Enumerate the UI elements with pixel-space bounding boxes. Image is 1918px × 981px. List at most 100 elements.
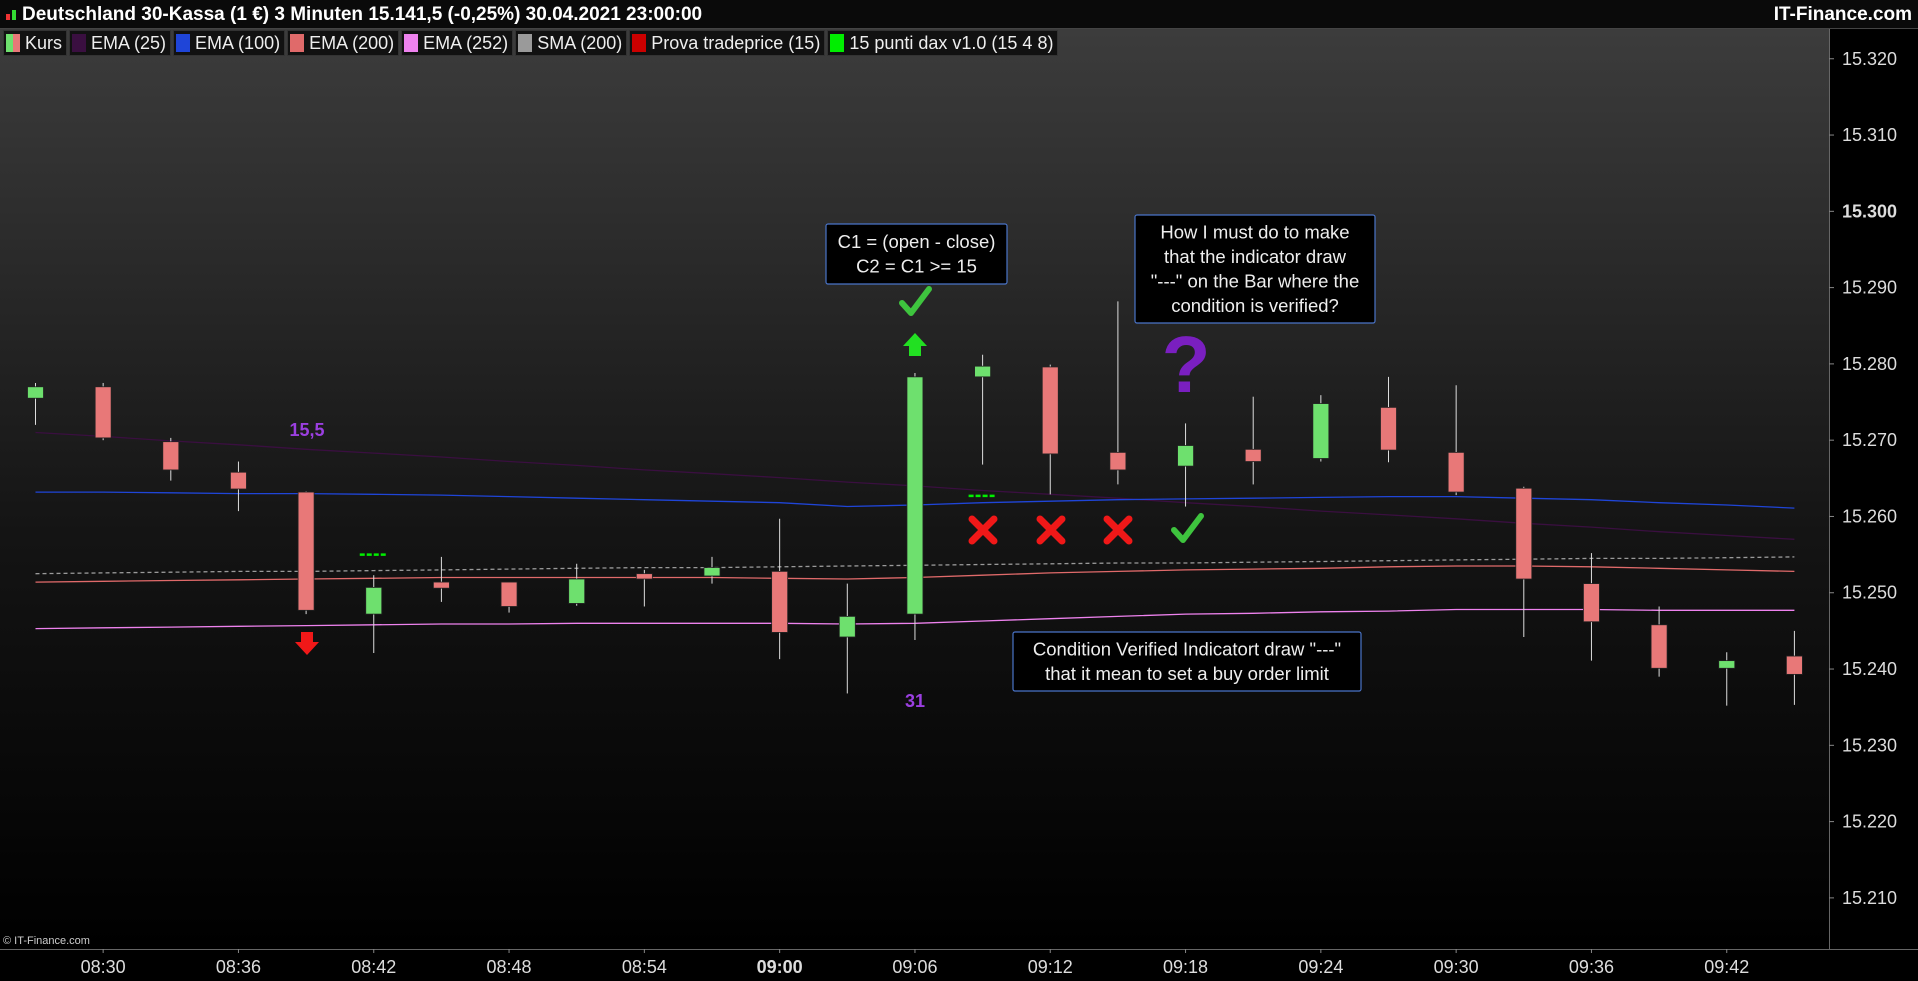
cross-icon [1103, 515, 1133, 545]
candle-body [1380, 406, 1397, 451]
candle-body [1583, 583, 1600, 623]
candle-body [838, 615, 856, 638]
header: Deutschland 30-Kassa (1 €) 3 Minuten 15.… [0, 0, 1918, 29]
cross-icon [968, 515, 998, 545]
y-tick-label: 15.290 [1842, 278, 1897, 298]
candle-body [1177, 445, 1194, 467]
annotation-text: C1 = (open - close) [838, 231, 996, 252]
x-tick-label: 09:18 [1163, 957, 1208, 977]
candle-body [1786, 655, 1803, 675]
y-tick-label: 15.220 [1842, 812, 1897, 832]
candle-body [230, 471, 247, 490]
x-tick-label: 08:48 [487, 957, 532, 977]
annotation-text: "---" on the Bar where the [1151, 270, 1360, 291]
candle-body [635, 573, 653, 580]
annotation-label: 15,5 [289, 420, 324, 440]
legend-label: 15 punti dax v1.0 (15 4 8) [849, 32, 1054, 53]
legend-item: Prova tradeprice (15) [629, 30, 826, 56]
legend-label: SMA (200) [537, 32, 623, 53]
legend-swatch [290, 34, 305, 52]
annotation-text: that the indicator draw [1164, 246, 1347, 267]
annotation-text: How I must do to make [1160, 221, 1349, 242]
legend-swatch [176, 34, 191, 52]
candle-body [1109, 451, 1127, 471]
y-tick-label: 15.280 [1842, 354, 1897, 374]
y-tick-label: 15.230 [1842, 735, 1897, 755]
indicator-line [35, 556, 1795, 575]
cross-icon [1036, 515, 1066, 545]
legend-label: Prova tradeprice (15) [651, 32, 821, 53]
candle-body [1718, 660, 1736, 669]
legend-item: EMA (100) [173, 30, 286, 56]
legend-item: 15 punti dax v1.0 (15 4 8) [827, 30, 1059, 56]
annotation-text: that it mean to set a buy order limit [1045, 663, 1329, 684]
legend-item: EMA (252) [401, 30, 514, 56]
legend-swatch [632, 34, 647, 52]
annotation-text: C2 = C1 >= 15 [856, 255, 977, 276]
candle-body [703, 567, 721, 577]
y-tick-label: 15.250 [1842, 583, 1897, 603]
annotation-box [1012, 631, 1362, 692]
candle-body [568, 578, 586, 604]
y-tick-label: 15.320 [1842, 49, 1897, 69]
x-tick-label: 09:00 [757, 957, 803, 977]
legend-item: Kurs [3, 30, 68, 56]
x-tick-label: 08:36 [216, 957, 261, 977]
y-tick-label: 15.300 [1842, 201, 1897, 221]
legend-swatch [518, 34, 533, 52]
question-mark: ? [1162, 320, 1211, 409]
legend: Kurs EMA (25) EMA (100) EMA (200) EMA (252) S… [3, 30, 1059, 56]
legend-swatch [404, 34, 419, 52]
check-icon [899, 286, 932, 316]
legend-item: EMA (200) [287, 30, 400, 56]
arrow-up [903, 333, 927, 356]
annotation-label: 31 [905, 691, 925, 711]
candle-body [297, 491, 315, 611]
x-tick-label: 09:42 [1704, 957, 1749, 977]
x-tick-label: 09:30 [1434, 957, 1479, 977]
legend-swatch [6, 34, 20, 52]
candle-body [94, 386, 112, 439]
legend-item: SMA (200) [515, 30, 628, 56]
candle-body [500, 581, 518, 607]
chart-title: Deutschland 30-Kassa (1 €) 3 Minuten 15.… [22, 4, 703, 25]
annotation-text: condition is verified? [1171, 295, 1339, 316]
candle-body [27, 386, 44, 399]
check-icon [1171, 513, 1204, 543]
candle-body [1312, 403, 1330, 459]
legend-label: Kurs [25, 32, 63, 53]
candle-body [771, 570, 789, 633]
x-tick-label: 09:24 [1298, 957, 1343, 977]
candle-body [906, 376, 924, 615]
candle-body [1650, 624, 1668, 669]
x-tick-label: 08:30 [81, 957, 126, 977]
candle-body [162, 441, 180, 471]
candle-body [974, 365, 991, 378]
candle-body [1244, 448, 1262, 462]
candle-body [1515, 487, 1533, 580]
header-icon [6, 10, 16, 20]
x-tick-label: 09:06 [892, 957, 937, 977]
copyright: © IT-Finance.com [3, 935, 90, 947]
legend-label: EMA (100) [195, 32, 281, 53]
annotation-box [1134, 214, 1376, 324]
brand: IT-Finance.com [1773, 4, 1912, 25]
y-tick-label: 15.210 [1842, 888, 1897, 908]
legend-label: EMA (200) [309, 32, 395, 53]
y-axis-background [1829, 29, 1918, 981]
annotation-box [825, 223, 1008, 285]
y-tick-label: 15.240 [1842, 659, 1897, 679]
y-tick-label: 15.310 [1842, 125, 1897, 145]
annotation-text: Condition Verified Indicatort draw "---" [1033, 638, 1341, 659]
x-tick-label: 09:12 [1028, 957, 1073, 977]
candle-body [365, 587, 383, 615]
legend-item: EMA (25) [69, 30, 172, 56]
x-tick-label: 09:36 [1569, 957, 1614, 977]
legend-label: EMA (252) [423, 32, 509, 53]
y-tick-label: 15.270 [1842, 430, 1897, 450]
x-tick-label: 08:54 [622, 957, 667, 977]
candle-body [1447, 451, 1465, 493]
legend-swatch [830, 34, 845, 52]
